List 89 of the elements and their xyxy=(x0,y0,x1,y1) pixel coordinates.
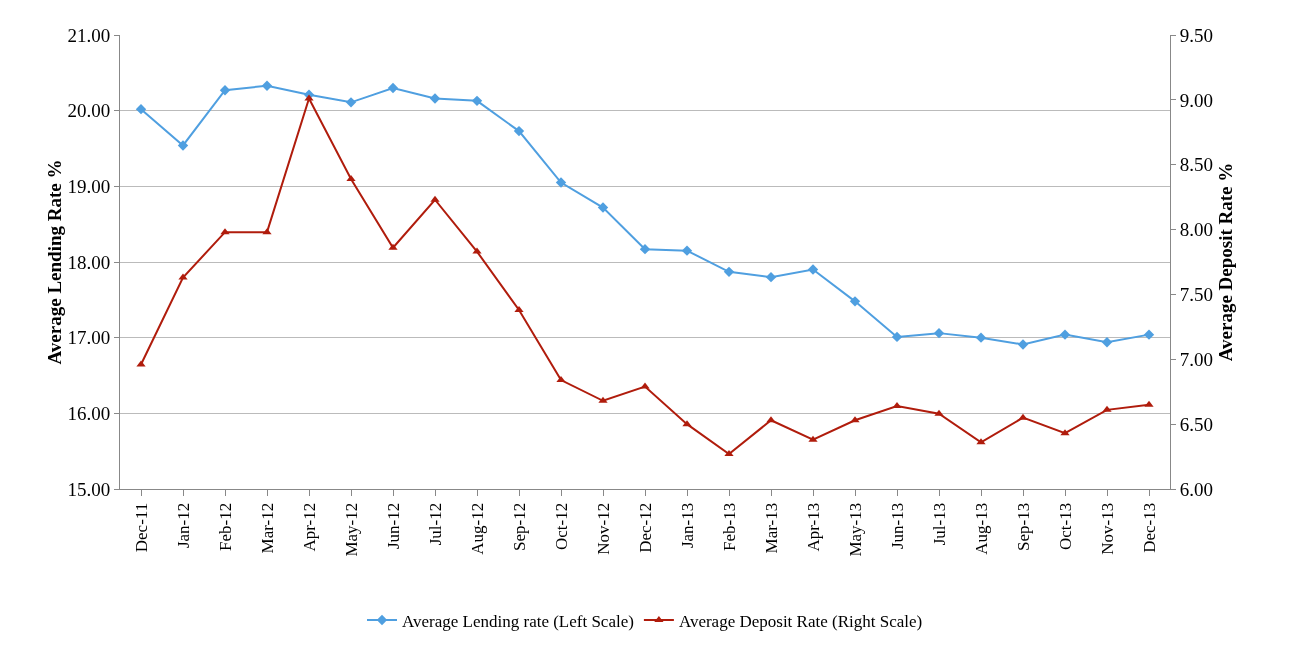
x-tick-label: Jan-13 xyxy=(677,502,697,549)
x-tick-label: Dec-12 xyxy=(635,502,655,553)
x-tick-label: Dec-11 xyxy=(131,502,151,553)
point xyxy=(1017,339,1029,350)
point xyxy=(1144,400,1154,407)
point xyxy=(1102,405,1112,412)
point xyxy=(1059,329,1071,340)
point xyxy=(640,382,650,389)
point xyxy=(220,228,230,235)
point xyxy=(472,247,482,254)
point xyxy=(429,93,441,104)
point xyxy=(346,174,356,181)
x-tick-label: Nov-13 xyxy=(1097,502,1117,555)
point xyxy=(304,94,314,101)
x-tick-label: Mar-12 xyxy=(257,502,277,554)
point xyxy=(262,228,272,235)
point xyxy=(513,125,525,137)
point xyxy=(724,449,734,456)
point xyxy=(345,97,357,108)
point xyxy=(808,435,818,442)
y2-tick-label: 6.00 xyxy=(1179,478,1214,500)
x-tick-label: Feb-13 xyxy=(719,502,739,551)
y2-axis-title: Average Deposit Rate % xyxy=(1215,162,1237,362)
x-tick-label: Jul-13 xyxy=(929,502,949,546)
x-tick-label: Jan-12 xyxy=(173,502,193,549)
y2-tick-label: 9.50 xyxy=(1179,24,1214,46)
point xyxy=(934,409,944,416)
point xyxy=(682,420,692,427)
y2-tick-label: 9.00 xyxy=(1179,89,1214,111)
x-tick-label: Apr-12 xyxy=(299,502,319,552)
point xyxy=(849,296,861,307)
point xyxy=(597,202,609,213)
x-tick-label: Sep-13 xyxy=(1013,502,1033,551)
y-tick-label: 18.00 xyxy=(67,251,111,273)
point xyxy=(555,177,567,188)
point xyxy=(1060,429,1070,436)
point xyxy=(723,266,735,278)
y-tick-label: 17.00 xyxy=(67,327,111,349)
point xyxy=(807,264,819,275)
point xyxy=(681,245,693,256)
point xyxy=(891,331,903,343)
x-tick-label: Oct-12 xyxy=(551,502,571,551)
legend-label: Average Deposit Rate (Right Scale) xyxy=(678,611,923,631)
y2-tick-label: 8.00 xyxy=(1179,219,1214,241)
point xyxy=(514,305,524,312)
point xyxy=(261,80,273,91)
x-tick-label: Jun-13 xyxy=(887,502,907,550)
point xyxy=(892,401,902,408)
y2-tick-label: 7.50 xyxy=(1179,284,1214,306)
x-tick-label: Mar-13 xyxy=(761,502,781,554)
point xyxy=(933,327,945,339)
point xyxy=(975,332,987,343)
point xyxy=(598,396,608,403)
x-tick-label: Apr-13 xyxy=(803,502,823,552)
point xyxy=(388,243,398,250)
x-tick-label: Jun-12 xyxy=(383,502,403,550)
x-tick-label: Sep-12 xyxy=(509,502,529,551)
x-tick-label: May-13 xyxy=(845,502,865,557)
y-axis-title: Average Lending Rate % xyxy=(44,159,66,365)
point xyxy=(639,243,651,255)
y2-tick-label: 7.00 xyxy=(1179,348,1214,370)
point xyxy=(1101,337,1113,348)
y-tick-label: 19.00 xyxy=(67,175,111,197)
x-tick-label: Nov-12 xyxy=(593,502,613,555)
x-tick-label: Aug-13 xyxy=(971,502,991,555)
y-tick-label: 20.00 xyxy=(67,100,111,122)
x-tick-label: Jul-12 xyxy=(425,502,445,546)
point xyxy=(178,273,188,280)
y-tick-label: 15.00 xyxy=(67,478,111,500)
x-tick-label: Aug-12 xyxy=(467,502,487,555)
x-tick-label: Dec-13 xyxy=(1139,502,1159,553)
x-tick-label: Feb-12 xyxy=(215,502,235,551)
point xyxy=(135,103,147,115)
y-tick-label: 21.00 xyxy=(67,24,111,46)
y-tick-label: 16.00 xyxy=(67,402,111,424)
point xyxy=(1018,413,1028,420)
point xyxy=(1143,329,1155,340)
x-tick-label: Oct-13 xyxy=(1055,502,1075,551)
point xyxy=(219,85,231,96)
y2-tick-label: 8.50 xyxy=(1179,154,1214,176)
legend-label: Average Lending rate (Left Scale) xyxy=(402,611,634,631)
point xyxy=(471,95,483,107)
point xyxy=(556,376,566,383)
point xyxy=(177,140,189,151)
point xyxy=(765,271,777,283)
y2-tick-label: 6.50 xyxy=(1179,413,1214,435)
point xyxy=(430,195,440,202)
x-tick-label: May-12 xyxy=(341,502,361,557)
point xyxy=(387,82,399,94)
